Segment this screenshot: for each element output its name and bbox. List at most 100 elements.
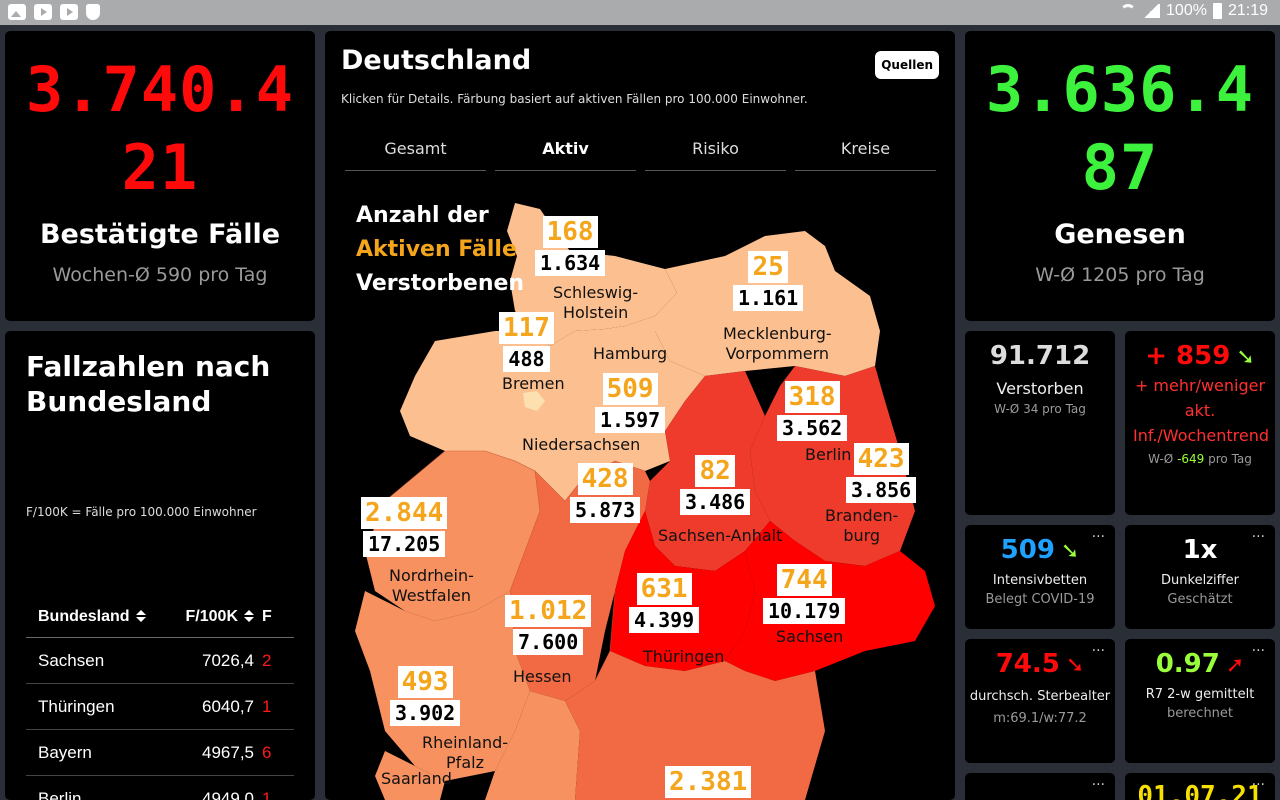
deaths-card[interactable]: 91.712 Verstorben W-Ø 34 pro Tag (965, 331, 1115, 515)
sources-button[interactable]: Quellen (875, 51, 939, 79)
state-table: Bundesland F/100K F Sachsen 7026,4 2 Thü… (26, 596, 294, 800)
r-value-sub: berechnet (1166, 706, 1234, 721)
region-saarland (375, 751, 445, 800)
trend-value: + 859 ➘ (1145, 341, 1255, 371)
badge-brandenburg[interactable]: 423 3.856 (846, 443, 917, 503)
more-icon[interactable]: ... (1091, 773, 1105, 789)
badge-sachsen-anhalt[interactable]: 82 3.486 (680, 455, 751, 515)
more-icon[interactable]: ... (1091, 525, 1105, 541)
table-header: Bundesland F/100K F (26, 596, 294, 638)
tab-kreise[interactable]: Kreise (795, 139, 936, 171)
tab-gesamt[interactable]: Gesamt (345, 139, 486, 171)
table-title: Fallzahlen nach Bundesland (26, 350, 271, 418)
more-icon[interactable]: ... (1091, 639, 1105, 655)
r-value-card[interactable]: ... 0.97 ➚ R7 2-w gemittelt berechnet (1125, 639, 1275, 763)
date-card[interactable]: ... 01.07.21 (1125, 773, 1275, 800)
r-up-arrow-icon: ➚ (1225, 653, 1245, 678)
youtube-icon (34, 4, 52, 20)
confirmed-count-line2: 21 (121, 131, 199, 204)
recovered-count-line1: 3.636.4 (985, 53, 1255, 126)
trend-sub: W-Ø -649 pro Tag (1148, 452, 1252, 466)
table-row[interactable]: Bayern 4967,5 6 (26, 730, 294, 776)
recovered-weekly-avg: W-Ø 1205 pro Tag (1035, 264, 1205, 286)
death-age-card[interactable]: ... 74.5 ➘ durchsch. Sterbealter m:69.1/w… (965, 639, 1115, 763)
col-header-f100k[interactable]: F/100K (164, 608, 262, 626)
state-table-panel: Fallzahlen nach Bundesland F/100K = Fäll… (5, 331, 315, 800)
more-icon[interactable]: ... (1251, 525, 1265, 541)
label-hessen: Hessen (513, 667, 572, 686)
badge-thueringen[interactable]: 631 4.399 (629, 573, 700, 633)
region-nrw (365, 451, 540, 621)
icu-down-arrow-icon: ➘ (1060, 539, 1080, 564)
tab-aktiv[interactable]: Aktiv (495, 139, 636, 171)
region-bayern (565, 651, 825, 800)
row-state: Bayern (38, 742, 92, 762)
row-f: 6 (262, 742, 272, 762)
table-row[interactable]: Berlin 4949,0 1 (26, 776, 294, 800)
table-row[interactable]: Sachsen 7026,4 2 (26, 638, 294, 684)
dark-figure-label: Dunkelziffer (1161, 573, 1239, 588)
legend-line1: Anzahl der (356, 203, 489, 228)
label-hamburg: Hamburg (593, 344, 668, 363)
map-title: Deutschland (341, 45, 532, 76)
map-legend: Anzahl der Aktiven Fälle Verstorbenen (356, 199, 524, 301)
badge-sachsen[interactable]: 744 10.179 (763, 564, 846, 624)
wifi-icon (1120, 4, 1137, 18)
death-age-down-arrow-icon: ➘ (1065, 653, 1085, 678)
date-value: 01.07.21 (1137, 781, 1263, 800)
more-icon[interactable]: ... (1251, 639, 1265, 655)
map-subtitle: Klicken für Details. Färbung basiert auf… (341, 92, 808, 106)
row-state: Thüringen (38, 696, 115, 716)
confirmed-count-line1: 3.740.4 (25, 53, 295, 126)
trend-down-arrow-icon: ➘ (1236, 345, 1255, 370)
badge-berlin[interactable]: 318 3.562 (777, 381, 848, 441)
death-age-label: durchsch. Sterbealter (969, 689, 1111, 704)
badge-nrw[interactable]: 2.844 17.205 (361, 497, 448, 557)
bottom-left-card[interactable]: ... (965, 773, 1115, 800)
more-icon[interactable]: ... (1251, 773, 1265, 789)
dark-figure-card[interactable]: ... 1x Dunkelziffer Geschätzt (1125, 525, 1275, 629)
signal-icon (1142, 4, 1161, 18)
youtube-icon-2 (60, 4, 78, 20)
col-header-f[interactable]: F (262, 607, 272, 625)
badge-bayern[interactable]: 2.381 (665, 766, 752, 798)
label-mecklenburg-vorpommern: Mecklenburg- Vorpommern (723, 324, 832, 363)
badge-schleswig-holstein[interactable]: 168 1.634 (535, 216, 606, 276)
icu-card[interactable]: ... 509 ➘ Intensivbetten Belegt COVID-19 (965, 525, 1115, 629)
table-row[interactable]: Thüringen 6040,7 1 (26, 684, 294, 730)
label-saarland: Saarland (381, 769, 452, 788)
label-thueringen: Thüringen (643, 647, 725, 666)
trend-label: + mehr/weniger akt. Inf./Wochentrend (1133, 376, 1270, 445)
tab-risiko[interactable]: Risiko (645, 139, 786, 171)
map-panel: Deutschland Klicken für Details. Färbung… (325, 31, 955, 800)
row-f100k: 4949,0 (202, 788, 254, 800)
gallery-icon (8, 4, 26, 20)
badge-mecklenburg-vorpommern[interactable]: 25 1.161 (733, 251, 804, 311)
icu-sub: Belegt COVID-19 (985, 592, 1095, 607)
badge-niedersachsen[interactable]: 509 1.597 (595, 373, 666, 433)
r-value-label: R7 2-w gemittelt (1145, 687, 1255, 702)
status-bar: 100% 21:19 (0, 0, 1280, 25)
battery-percent: 100% (1166, 2, 1207, 19)
r-value: 0.97 ➚ (1155, 649, 1245, 679)
recovered-count-line2: 87 (1081, 131, 1159, 204)
col-header-state[interactable]: Bundesland (26, 608, 164, 626)
trend-card[interactable]: + 859 ➘ + mehr/weniger akt. Inf./Wochentr… (1125, 331, 1275, 515)
row-f: 1 (262, 788, 272, 800)
sort-icon (135, 610, 146, 623)
row-f: 1 (262, 696, 272, 716)
death-age-sub: m:69.1/w:77.2 (993, 711, 1087, 726)
row-f100k: 6040,7 (202, 696, 254, 716)
label-berlin: Berlin (805, 445, 852, 464)
badge-rheinland-pfalz[interactable]: 493 3.902 (390, 666, 461, 726)
badge-hessen-north[interactable]: 428 5.873 (570, 463, 641, 523)
label-sachsen: Sachsen (776, 627, 844, 646)
badge-bremen[interactable]: 117 488 (499, 312, 554, 372)
recovered-label: Genesen (1054, 219, 1186, 250)
row-state: Sachsen (38, 650, 105, 670)
row-state: Berlin (38, 788, 82, 800)
recovered-panel: 3.636.4 87 Genesen W-Ø 1205 pro Tag (965, 31, 1275, 321)
region-baden-wuerttemberg (485, 691, 580, 800)
label-schleswig-holstein: Schleswig- Holstein (553, 283, 639, 322)
badge-hessen[interactable]: 1.012 7.600 (505, 595, 592, 655)
